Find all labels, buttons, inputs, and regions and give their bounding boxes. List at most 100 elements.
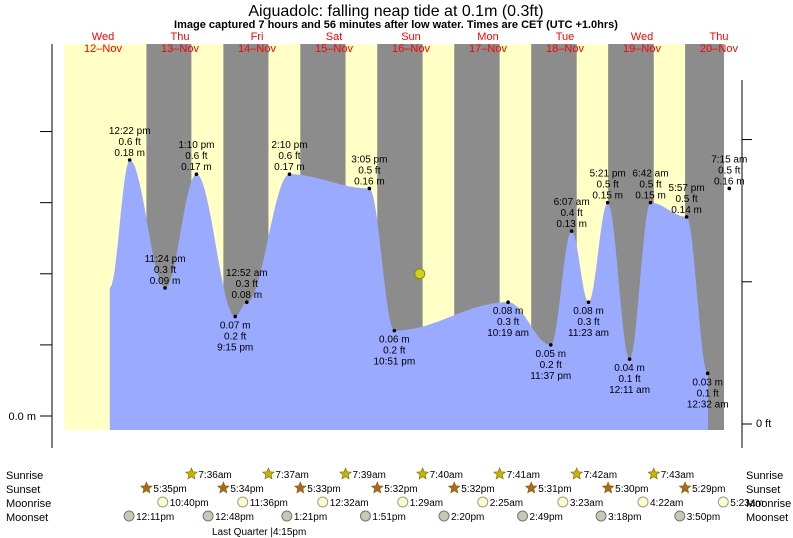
extreme-point xyxy=(684,215,689,219)
sunset-icon xyxy=(678,481,692,494)
sunset-time: 5:32pm xyxy=(461,484,494,495)
day-label-date: 12–Nov xyxy=(84,43,122,55)
extreme-label: 11:24 pm xyxy=(145,254,186,265)
moonrise-time: 11:36pm xyxy=(250,498,288,509)
sunset-icon xyxy=(139,481,153,494)
moonset-time: 12:48pm xyxy=(215,512,254,523)
moonrise-time: 10:40pm xyxy=(170,498,209,509)
extreme-label: 5:21 pm xyxy=(590,169,626,180)
chart-title: Aiguadolc: falling neap tide at 0.1m (0.… xyxy=(248,3,543,20)
sunset-time: 5:35pm xyxy=(153,484,186,495)
moonrise-row-label-right: Moonrise xyxy=(746,498,791,510)
moonrise-time: 4:22am xyxy=(650,498,683,509)
moon-phase-label: Last Quarter |4:15pm xyxy=(212,527,306,538)
almanac-rows: Sunrise Sunset Moonrise Moonset Sunrise … xyxy=(6,467,791,538)
sunset-icon xyxy=(447,481,461,494)
day-labels: Wed12–NovThu13–NovFri14–NovSat15–NovSun1… xyxy=(84,31,738,55)
extreme-point xyxy=(233,314,237,319)
day-label-dow: Thu xyxy=(710,31,729,43)
extreme-label: 12:22 pm xyxy=(109,126,151,137)
axes: 0.0 m 0 ft xyxy=(8,44,771,448)
moonrise-time: 5:23am xyxy=(730,498,763,509)
extreme-label: 0.3 ft xyxy=(577,317,599,328)
moonrise-icon xyxy=(717,496,729,508)
extreme-label: 0.08 m xyxy=(573,306,604,317)
day-label-dow: Wed xyxy=(92,31,114,43)
extreme-label: 0.17 m xyxy=(274,162,305,173)
y-axis-label-feet: 0 ft xyxy=(756,418,771,430)
day-label-date: 13–Nov xyxy=(161,43,199,55)
extreme-label: 0.5 ft xyxy=(675,194,697,205)
extreme-label: 0.2 ft xyxy=(540,360,562,371)
sunset-row-label-left: Sunset xyxy=(6,484,40,496)
extreme-label: 0.2 ft xyxy=(383,346,405,357)
moonrise-icon xyxy=(237,496,249,508)
moonset-time: 12:11pm xyxy=(136,512,174,523)
sunset-time: 5:33pm xyxy=(307,484,340,495)
moonset-icon xyxy=(202,510,214,522)
moonset-time: 3:50pm xyxy=(687,512,720,523)
extreme-point xyxy=(194,172,199,177)
day-label-date: 17–Nov xyxy=(469,43,507,55)
extreme-label: 0.17 m xyxy=(181,162,212,173)
extreme-point xyxy=(727,186,732,191)
extreme-label: 0.6 ft xyxy=(185,151,207,162)
extreme-point xyxy=(163,286,167,290)
moonset-time: 2:20pm xyxy=(451,512,484,523)
chart-subtitle: Image captured 7 hours and 56 minutes af… xyxy=(174,19,618,31)
moonrise-time: 12:32am xyxy=(330,498,369,509)
extreme-label: 0.15 m xyxy=(592,191,623,202)
sunrise-time: 7:36am xyxy=(198,470,231,481)
extreme-label: 11:37 pm xyxy=(530,371,571,382)
axis-ticks xyxy=(40,131,752,425)
moonrise-icon xyxy=(157,496,169,508)
current-tide-marker xyxy=(414,268,426,280)
extreme-label: 6:07 am xyxy=(554,197,590,208)
moonrise-icon xyxy=(557,496,569,508)
extreme-label: 0.3 ft xyxy=(236,279,258,290)
extreme-label: 11:23 am xyxy=(568,328,609,339)
extreme-label: 0.4 ft xyxy=(561,208,583,219)
extreme-label: 0.18 m xyxy=(114,148,145,159)
moonrise-row-label-left: Moonrise xyxy=(6,498,51,510)
extreme-label: 10:19 am xyxy=(487,328,529,339)
extreme-label: 0.04 m xyxy=(614,363,645,374)
extreme-label: 1:10 pm xyxy=(178,140,214,151)
extreme-point xyxy=(605,200,610,205)
sunset-time: 5:34pm xyxy=(230,484,263,495)
extreme-label: 0.08 m xyxy=(232,290,263,301)
extreme-label: 6:42 am xyxy=(632,169,668,180)
tide-water-area xyxy=(109,160,709,430)
day-label-date: 15–Nov xyxy=(315,43,353,55)
extreme-label: 0.6 ft xyxy=(278,151,300,162)
sunrise-icon xyxy=(493,467,507,480)
extreme-point xyxy=(627,357,632,361)
extreme-point xyxy=(705,371,710,376)
extreme-point xyxy=(287,172,292,177)
moonset-icon xyxy=(674,510,686,522)
moonrise-time: 2:25am xyxy=(490,498,523,509)
moonrise-icon xyxy=(397,496,409,508)
extreme-label: 0.14 m xyxy=(671,205,702,216)
day-label-date: 19–Nov xyxy=(623,43,661,55)
sunrise-icon xyxy=(416,467,430,480)
moonset-icon xyxy=(123,510,135,522)
extreme-label: 0.5 ft xyxy=(597,180,619,191)
moonrise-icon xyxy=(637,496,649,508)
day-label-dow: Mon xyxy=(477,31,498,43)
day-label-date: 18–Nov xyxy=(546,43,584,55)
sunset-time: 5:30pm xyxy=(615,484,648,495)
extreme-label: 0.5 ft xyxy=(358,165,380,176)
day-label-dow: Tue xyxy=(556,31,575,43)
extreme-label: 12:52 am xyxy=(226,268,268,279)
sunrise-icon xyxy=(261,467,275,480)
moonset-row-label-left: Moonset xyxy=(6,512,48,524)
sunrise-time: 7:37am xyxy=(275,470,308,481)
extreme-label: 10:51 pm xyxy=(373,357,415,368)
extreme-label: 0.5 ft xyxy=(718,165,740,176)
day-label-dow: Fri xyxy=(251,31,264,43)
extreme-label: 0.16 m xyxy=(354,176,385,187)
extreme-label: 0.5 ft xyxy=(639,180,661,191)
extreme-label: 0.1 ft xyxy=(618,374,640,385)
moonset-time: 1:51pm xyxy=(372,512,405,523)
